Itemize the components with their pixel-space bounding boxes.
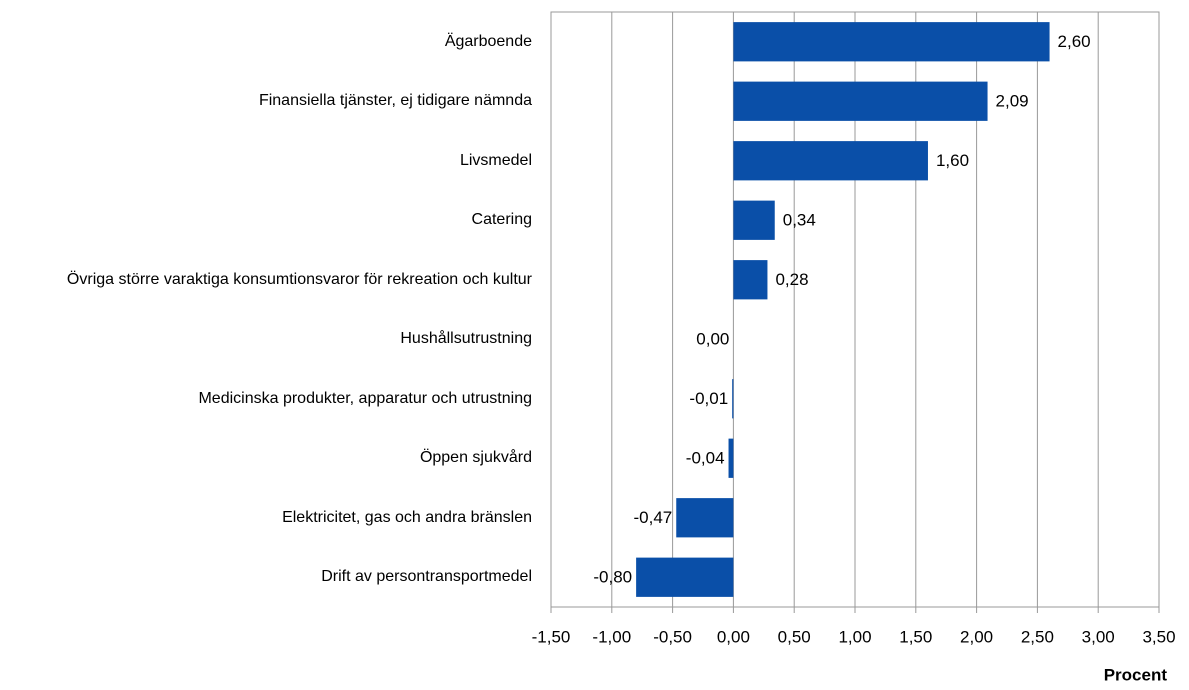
value-label: -0,04 bbox=[686, 449, 725, 468]
bar bbox=[636, 557, 734, 597]
x-tick-label: 2,50 bbox=[1021, 627, 1054, 646]
value-label: 0,00 bbox=[696, 330, 729, 349]
x-tick-label: 3,00 bbox=[1082, 627, 1115, 646]
x-tick-label: 1,50 bbox=[899, 627, 932, 646]
bar bbox=[733, 200, 775, 240]
x-tick-label: -0,50 bbox=[653, 627, 692, 646]
category-label: Öppen sjukvård bbox=[419, 449, 532, 467]
value-label: -0,47 bbox=[633, 508, 672, 527]
bar bbox=[733, 260, 768, 300]
category-label: Övriga större varaktiga konsumtionsvaror… bbox=[66, 270, 532, 288]
category-label: Hushållsutrustning bbox=[400, 330, 532, 348]
x-axis-title: Procent bbox=[1104, 665, 1168, 684]
value-label: -0,01 bbox=[689, 389, 728, 408]
value-label: -0,80 bbox=[593, 568, 632, 587]
category-label: Medicinska produkter, apparatur och utru… bbox=[198, 389, 532, 407]
category-label: Livsmedel bbox=[459, 151, 532, 169]
x-tick-label: 0,00 bbox=[717, 627, 750, 646]
x-tick-label: -1,00 bbox=[592, 627, 631, 646]
bar bbox=[728, 438, 734, 478]
category-label: Drift av persontransportmedel bbox=[321, 568, 532, 586]
category-label: Ägarboende bbox=[444, 32, 532, 50]
value-label: 2,09 bbox=[996, 92, 1029, 111]
x-tick-label: -1,50 bbox=[532, 627, 571, 646]
x-tick-label: 3,50 bbox=[1142, 627, 1175, 646]
bar bbox=[733, 81, 988, 121]
category-label: Finansiella tjänster, ej tidigare nämnda bbox=[258, 92, 532, 110]
x-tick-label: 2,00 bbox=[960, 627, 993, 646]
value-label: 1,60 bbox=[936, 151, 969, 170]
value-label: 0,28 bbox=[775, 270, 808, 289]
x-tick-label: 1,00 bbox=[838, 627, 871, 646]
bar bbox=[733, 22, 1050, 62]
value-label: 0,34 bbox=[783, 211, 816, 230]
bar bbox=[733, 141, 928, 181]
value-label: 2,60 bbox=[1058, 32, 1091, 51]
x-tick-label: 0,50 bbox=[778, 627, 811, 646]
bar bbox=[732, 379, 734, 419]
bar bbox=[676, 498, 734, 538]
category-label: Catering bbox=[471, 211, 532, 229]
plot-border bbox=[550, 11, 1160, 608]
category-label: Elektricitet, gas och andra bränslen bbox=[282, 508, 532, 526]
